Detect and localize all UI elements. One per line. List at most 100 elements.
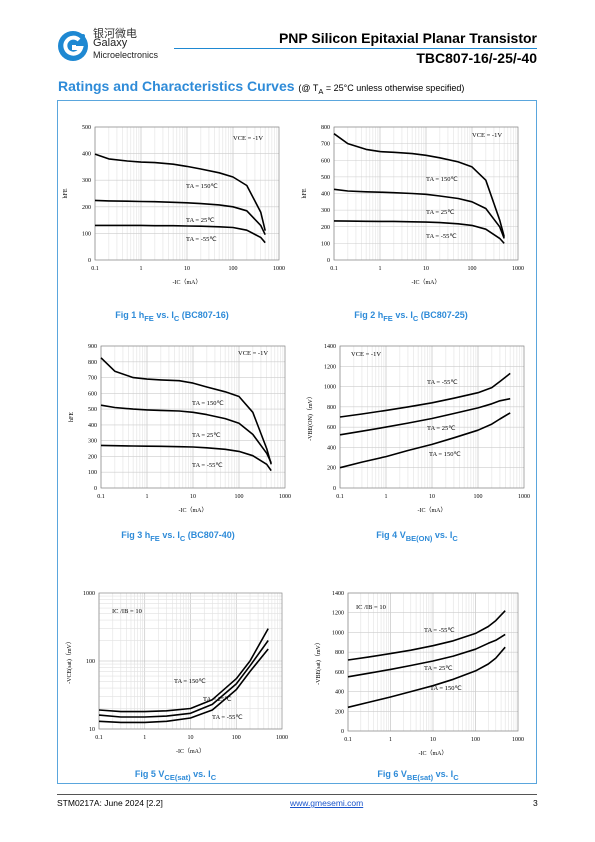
- x-tick-label: 10: [188, 735, 194, 741]
- fig3-caption: Fig 3 hFE vs. IC (BC807-40): [121, 530, 235, 543]
- company-subtitle: Microelectronics: [93, 50, 159, 60]
- fig3-chart: 0.1 1 10 100 1000 0 100 200 300 400 500 600 700 800 90…: [69, 344, 291, 514]
- y-tick-label: 400: [82, 152, 91, 158]
- y-axis-label: -VCE(sat)（mV）: [66, 638, 73, 684]
- series-line-1: [347, 610, 506, 661]
- series-line-2: [339, 397, 511, 436]
- company-name: Galaxy: [93, 37, 128, 49]
- x-axis-label: -IC（mA）: [179, 507, 208, 514]
- website-link[interactable]: www.gmesemi.com: [290, 798, 364, 808]
- series-line-2: [98, 640, 269, 718]
- galaxy-g-logo-icon: [58, 31, 88, 61]
- x-tick-label: 10: [423, 266, 429, 272]
- y-axis-label: -VBE(ON)（mV）: [307, 393, 314, 441]
- series-label-3: TA = 150℃: [430, 685, 462, 692]
- condition-label: VCE = -1V: [233, 135, 263, 142]
- y-tick-label: 200: [327, 466, 336, 472]
- x-tick-label: 100: [474, 494, 483, 500]
- header-divider: [174, 48, 537, 49]
- y-tick-label: 200: [82, 205, 91, 211]
- x-tick-label: 0.1: [95, 735, 103, 741]
- y-tick-label: 300: [88, 439, 97, 445]
- section-condition: (@ TA = 25°C unless otherwise specified): [298, 83, 465, 96]
- series-line-1: [339, 372, 511, 418]
- y-tick-label: 800: [327, 405, 336, 411]
- series-line-2: [100, 404, 272, 464]
- footer-divider: [57, 794, 537, 795]
- fig1-caption: Fig 1 hFE vs. IC (BC807-16): [115, 310, 229, 323]
- x-tick-label: 100: [229, 266, 238, 272]
- condition-label: VCE = -1V: [238, 350, 268, 357]
- grid: [98, 593, 282, 730]
- series-label-2: TA = 25℃: [424, 665, 453, 672]
- x-tick-label: 1: [146, 494, 149, 500]
- fig1-chart: 0.1 1 10 100 1000 0 100 200 300 400 500 -IC（mA） hFE T…: [63, 125, 285, 286]
- y-tick-label: 500: [321, 175, 330, 181]
- y-tick-label: 0: [341, 729, 344, 735]
- y-tick-label: 1200: [332, 611, 344, 617]
- x-tick-label: 100: [235, 494, 244, 500]
- series-line-1: [333, 133, 505, 237]
- series-label-1: TA = 150℃: [186, 183, 218, 190]
- x-tick-label: 0.1: [336, 494, 344, 500]
- series-line-2: [94, 199, 266, 236]
- series-label-3: TA = -55℃: [186, 236, 217, 243]
- y-tick-label: 1000: [324, 385, 336, 391]
- condition-label: IC /IB = 10: [356, 604, 386, 611]
- y-tick-label: 400: [88, 423, 97, 429]
- y-tick-label: 400: [327, 445, 336, 451]
- grid: [347, 592, 518, 732]
- section-title: Ratings and Characteristics Curves (@ TA…: [58, 78, 464, 96]
- page-number: 3: [533, 798, 538, 808]
- y-tick-label: 600: [327, 425, 336, 431]
- y-tick-label: 100: [88, 470, 97, 476]
- y-tick-label: 400: [335, 690, 344, 696]
- series-line-2: [333, 188, 505, 239]
- y-tick-label: 200: [88, 454, 97, 460]
- x-axis-label: -IC（mA）: [173, 279, 202, 286]
- y-tick-label: 700: [321, 142, 330, 148]
- plot-border: [94, 126, 280, 261]
- x-tick-label: 0.1: [91, 266, 99, 272]
- fig2-chart: 0.1 1 10 100 1000 0 100 200 300 400 500 600 700 800 -I…: [302, 125, 524, 286]
- series-label-1: TA = -55℃: [424, 627, 455, 634]
- plot-border: [347, 592, 519, 732]
- x-tick-label: 0.1: [344, 737, 352, 743]
- y-tick-label: 300: [321, 208, 330, 214]
- y-axis-label: hFE: [69, 412, 75, 422]
- grid: [339, 345, 524, 489]
- y-tick-label: 1400: [324, 344, 336, 350]
- y-tick-label: 0: [94, 486, 97, 492]
- series-label-1: TA = 150℃: [192, 400, 224, 407]
- y-tick-label: 0: [333, 486, 336, 492]
- y-axis-label: -VBE(sat)（mV）: [315, 639, 322, 685]
- fig4-chart: 0.1 1 10 100 1000 0 200 400 600 800 1000 1200 1400 -I…: [307, 344, 530, 514]
- x-axis-label: -IC（mA）: [412, 279, 441, 286]
- document-id: STM0217A: June 2024 [2.2]: [57, 798, 163, 808]
- y-tick-label: 400: [321, 192, 330, 198]
- series-label-3: TA = -55℃: [212, 714, 243, 721]
- x-tick-label: 1000: [512, 737, 524, 743]
- series-line-3: [100, 444, 272, 472]
- series-line-2: [347, 633, 506, 678]
- series-label-3: TA = 150℃: [429, 451, 461, 458]
- series-line-3: [347, 646, 506, 709]
- y-axis-label: hFE: [302, 188, 308, 198]
- fig5-chart: 0.1 1 10 100 1000 10 100 1000 -IC（mA） -VCE(sat)（m…: [66, 591, 288, 755]
- series-line-1: [100, 357, 272, 465]
- y-tick-label: 200: [335, 709, 344, 715]
- company-name-chinese: 银河微电: [93, 27, 137, 40]
- series-label-3: TA = -55℃: [192, 462, 223, 469]
- x-tick-label: 1: [379, 266, 382, 272]
- condition-label: VCE = -1V: [351, 351, 381, 358]
- series-line-1: [94, 153, 266, 231]
- y-tick-label: 500: [88, 407, 97, 413]
- x-axis-label: -IC（mA）: [418, 507, 447, 514]
- y-tick-label: 100: [321, 241, 330, 247]
- y-tick-label: 200: [321, 225, 330, 231]
- x-tick-label: 1: [143, 735, 146, 741]
- y-tick-label: 600: [88, 391, 97, 397]
- series-label-2: TA = 25℃: [427, 425, 456, 432]
- y-tick-label: 1400: [332, 591, 344, 597]
- x-tick-label: 1000: [512, 266, 524, 272]
